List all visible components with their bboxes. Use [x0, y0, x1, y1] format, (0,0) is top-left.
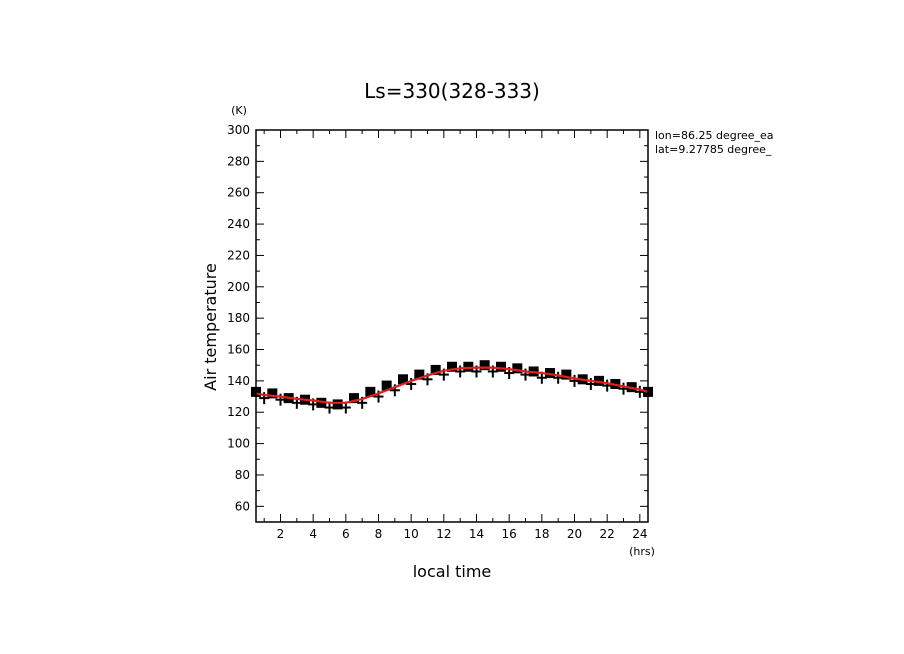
y-tick-label: 260	[227, 186, 250, 200]
square-marker	[365, 386, 376, 397]
y-tick-label: 80	[235, 468, 250, 482]
square-marker	[561, 369, 572, 380]
square-marker	[496, 361, 506, 372]
y-tick-label: 240	[227, 217, 250, 231]
plot-data	[251, 360, 653, 414]
y-tick-label: 120	[227, 405, 250, 419]
y-tick-label: 300	[227, 123, 250, 137]
square-marker	[414, 369, 425, 380]
square-marker	[479, 360, 490, 371]
square-marker	[267, 388, 278, 399]
square-marker	[447, 361, 457, 372]
y-tick-label: 220	[227, 248, 250, 262]
y-tick-label: 200	[227, 280, 250, 294]
square-marker	[381, 380, 392, 391]
y-tick-label: 280	[227, 154, 250, 168]
square-marker	[398, 374, 408, 385]
x-tick-label: 24	[632, 527, 647, 541]
x-tick-label: 18	[534, 527, 549, 541]
lon-annotation: lon=86.25 degree_ea	[655, 129, 774, 142]
chart-title: Ls=330(328-333)	[364, 79, 540, 103]
x-tick-label: 6	[342, 527, 350, 541]
x-tick-label: 20	[567, 527, 582, 541]
x-tick-label: 8	[375, 527, 383, 541]
x-axis-unit: (hrs)	[629, 545, 655, 558]
plot-frame	[255, 129, 649, 523]
x-tick-label: 4	[309, 527, 317, 541]
plus-marker	[634, 385, 645, 398]
x-tick-label: 16	[502, 527, 517, 541]
y-axis-label: Air temperature	[201, 263, 220, 391]
y-tick-label: 180	[227, 311, 250, 325]
square-marker	[316, 397, 327, 408]
x-axis-label: local time	[413, 562, 492, 581]
square-marker	[594, 375, 604, 386]
x-tick-label: 14	[469, 527, 484, 541]
x-tick-label: 2	[277, 527, 285, 541]
y-tick-label: 60	[235, 499, 250, 513]
square-marker	[349, 393, 359, 404]
plus-marker	[569, 374, 580, 387]
square-marker	[332, 399, 343, 410]
y-tick-label: 160	[227, 343, 250, 357]
y-tick-label: 100	[227, 437, 250, 451]
square-marker	[463, 361, 474, 372]
plus-marker	[553, 371, 564, 384]
x-tick-label: 12	[436, 527, 451, 541]
red-series-line	[255, 366, 649, 404]
square-marker	[545, 368, 555, 379]
plus-marker	[618, 382, 629, 395]
x-tick-label: 22	[600, 527, 615, 541]
y-axis-unit: (K)	[231, 104, 247, 117]
x-tick-label: 10	[404, 527, 419, 541]
square-marker	[512, 363, 523, 374]
y-tick-label: 140	[227, 374, 250, 388]
square-marker	[430, 364, 441, 375]
lat-annotation: lat=9.27785 degree_	[655, 143, 772, 156]
plus-marker	[602, 379, 613, 392]
